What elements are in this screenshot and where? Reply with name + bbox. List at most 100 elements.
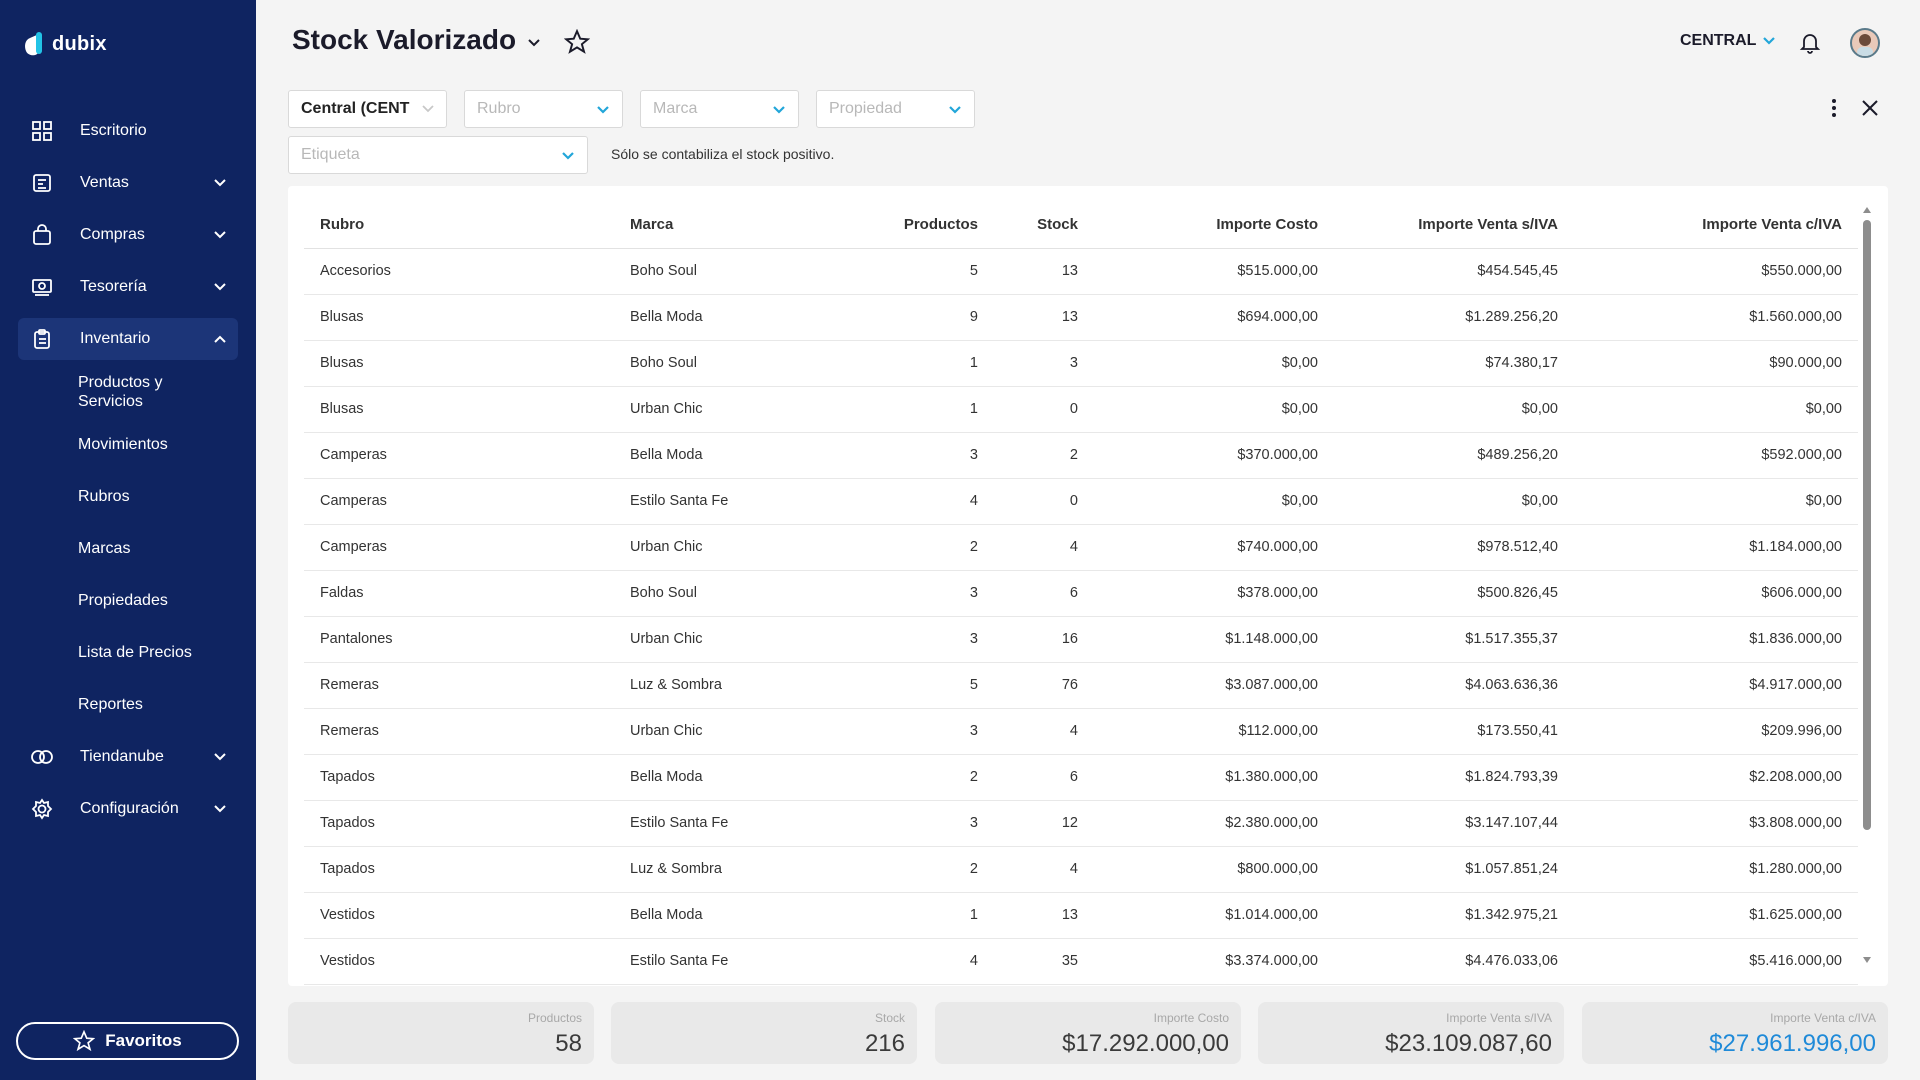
table-row[interactable]: Camperas Bella Moda 3 2 $370.000,00 $489.256,…	[304, 432, 1858, 479]
cell-importe-costo: $1.380.000,00	[1094, 754, 1334, 801]
close-icon[interactable]	[1858, 96, 1882, 120]
cell-rubro: Remeras	[304, 662, 614, 709]
table-row[interactable]: Blusas Boho Soul 1 3 $0,00 $74.380,17 $90.000,…	[304, 340, 1858, 387]
cell-venta-sin-iva: $978.512,40	[1334, 524, 1574, 571]
cell-rubro: Vestidos	[304, 938, 614, 985]
table-row[interactable]: Tapados Bella Moda 2 6 $1.380.000,00 $1.824.7…	[304, 754, 1858, 801]
table-row[interactable]: Remeras Luz & Sombra 5 76 $3.087.000,00 $4.06…	[304, 662, 1858, 709]
cell-marca: Bella Moda	[614, 294, 854, 341]
cell-rubro: Blusas	[304, 386, 614, 433]
col-header-marca[interactable]: Marca	[614, 202, 854, 249]
sidebar-item-inventario[interactable]: Inventario	[18, 318, 238, 360]
table-row[interactable]: Camperas Estilo Santa Fe 4 0 $0,00 $0,00 $0,00	[304, 478, 1858, 525]
sidebar-item-escritorio[interactable]: Escritorio	[18, 110, 238, 152]
table-row[interactable]: Pantalones Urban Chic 3 16 $1.148.000,00 $1.5…	[304, 616, 1858, 663]
sidebar-item-compras[interactable]: Compras	[18, 214, 238, 256]
table-scrollbar-thumb[interactable]	[1863, 220, 1871, 830]
cell-venta-sin-iva: $1.517.355,37	[1334, 616, 1574, 663]
table-row[interactable]: Faldas Boho Soul 3 6 $378.000,00 $500.826,45 $…	[304, 570, 1858, 617]
cell-venta-con-iva: $4.917.000,00	[1574, 662, 1858, 709]
col-header-rubro[interactable]: Rubro	[304, 202, 614, 249]
subnav-item-reportes[interactable]: Reportes	[78, 695, 143, 713]
cell-marca: Luz & Sombra	[614, 662, 854, 709]
subnav-item-marcas[interactable]: Marcas	[78, 539, 131, 557]
user-avatar[interactable]	[1850, 28, 1880, 58]
chevron-down-icon	[1763, 37, 1776, 45]
summary-value: $17.292.000,00	[1062, 1030, 1229, 1057]
col-header-importe-costo[interactable]: Importe Costo	[1094, 202, 1334, 249]
favorites-button[interactable]: Favoritos	[16, 1022, 239, 1060]
subnav-item-lista-precios[interactable]: Lista de Precios	[78, 643, 192, 661]
cell-venta-sin-iva: $454.545,45	[1334, 248, 1574, 295]
table-row[interactable]: Vestidos Estilo Santa Fe 4 35 $3.374.000,00 $…	[304, 938, 1858, 985]
cell-marca: Bella Moda	[614, 754, 854, 801]
col-header-venta-con-iva[interactable]: Importe Venta c/IVA	[1574, 202, 1858, 249]
stock-note: Sólo se contabiliza el stock positivo.	[611, 146, 835, 162]
cell-rubro: Tapados	[304, 800, 614, 847]
subnav-item-movimientos[interactable]: Movimientos	[78, 435, 168, 453]
table-row[interactable]: Blusas Bella Moda 9 13 $694.000,00 $1.289.256…	[304, 294, 1858, 341]
table-row[interactable]: Blusas Urban Chic 1 0 $0,00 $0,00 $0,00	[304, 386, 1858, 433]
table-row[interactable]: Remeras Urban Chic 3 4 $112.000,00 $173.550,4…	[304, 708, 1858, 755]
cell-venta-sin-iva: $489.256,20	[1334, 432, 1574, 479]
etiqueta-select[interactable]: Etiqueta	[288, 136, 588, 174]
table-row[interactable]: Accesorios Boho Soul 5 13 $515.000,00 $454.54…	[304, 248, 1858, 295]
sidebar-item-label: Tiendanube	[80, 748, 164, 765]
col-header-productos[interactable]: Productos	[854, 202, 994, 249]
cell-stock: 2	[994, 432, 1094, 479]
cell-importe-costo: $2.380.000,00	[1094, 800, 1334, 847]
cell-productos: 1	[854, 892, 994, 939]
cell-stock: 4	[994, 524, 1094, 571]
col-header-stock[interactable]: Stock	[994, 202, 1094, 249]
col-header-venta-sin-iva[interactable]: Importe Venta s/IVA	[1334, 202, 1574, 249]
cell-stock: 0	[994, 478, 1094, 525]
cell-stock: 4	[994, 708, 1094, 755]
cell-importe-costo: $378.000,00	[1094, 570, 1334, 617]
table-row[interactable]: Tapados Luz & Sombra 2 4 $800.000,00 $1.057.8…	[304, 846, 1858, 893]
marca-select[interactable]: Marca	[640, 90, 799, 128]
cell-rubro: Camperas	[304, 432, 614, 479]
star-icon	[73, 1030, 96, 1052]
cell-stock: 0	[994, 386, 1094, 433]
app-logo[interactable]: dubix	[22, 30, 107, 58]
sidebar-item-tesoreria[interactable]: Tesorería	[18, 266, 238, 308]
cell-rubro: Remeras	[304, 708, 614, 755]
rubro-select[interactable]: Rubro	[464, 90, 623, 128]
chevron-down-icon	[773, 105, 785, 114]
cell-venta-con-iva: $1.625.000,00	[1574, 892, 1858, 939]
sidebar-item-label: Ventas	[80, 174, 129, 191]
branch-label: CENTRAL	[1680, 32, 1757, 49]
branch-selector[interactable]: CENTRAL	[1680, 32, 1776, 50]
subnav-item-productos[interactable]: Productos y Servicios	[78, 374, 163, 410]
title-chevron-down-icon[interactable]	[524, 32, 544, 52]
subnav-item-propiedades[interactable]: Propiedades	[78, 591, 168, 609]
bell-icon[interactable]	[1798, 30, 1822, 54]
table-row[interactable]: Vestidos Bella Moda 1 13 $1.014.000,00 $1.342…	[304, 892, 1858, 939]
subnav-item-rubros[interactable]: Rubros	[78, 487, 130, 505]
deposito-select[interactable]: Central (CENT	[288, 90, 447, 128]
scroll-down-arrow-icon[interactable]	[1862, 956, 1872, 964]
scroll-up-arrow-icon[interactable]	[1862, 206, 1872, 214]
cell-rubro: Camperas	[304, 524, 614, 571]
cell-venta-sin-iva: $500.826,45	[1334, 570, 1574, 617]
cell-venta-con-iva: $0,00	[1574, 386, 1858, 433]
sidebar-item-ventas[interactable]: Ventas	[18, 162, 238, 204]
sidebar-item-configuracion[interactable]: Configuración	[18, 788, 238, 830]
sidebar-item-tiendanube[interactable]: Tiendanube	[18, 736, 238, 778]
summary-productos: Productos 58	[288, 1002, 594, 1064]
propiedad-select[interactable]: Propiedad	[816, 90, 975, 128]
table-row[interactable]: Camperas Urban Chic 2 4 $740.000,00 $978.512,…	[304, 524, 1858, 571]
table-row[interactable]: Tapados Estilo Santa Fe 3 12 $2.380.000,00 $3…	[304, 800, 1858, 847]
kebab-icon[interactable]	[1822, 96, 1846, 120]
cell-importe-costo: $1.014.000,00	[1094, 892, 1334, 939]
stock-table: Rubro Marca Productos Stock Importe Cost…	[304, 202, 1858, 985]
cell-productos: 2	[854, 524, 994, 571]
summary-value: 216	[864, 1030, 905, 1057]
star-icon[interactable]	[564, 29, 590, 55]
summary-value: $27.961.996,00	[1709, 1030, 1876, 1057]
summary-value: $23.109.087,60	[1385, 1030, 1552, 1057]
bag-icon	[30, 223, 54, 247]
cell-marca: Urban Chic	[614, 708, 854, 755]
cell-rubro: Blusas	[304, 294, 614, 341]
main-nav: Escritorio Ventas Compras Tesorerí	[18, 110, 238, 840]
